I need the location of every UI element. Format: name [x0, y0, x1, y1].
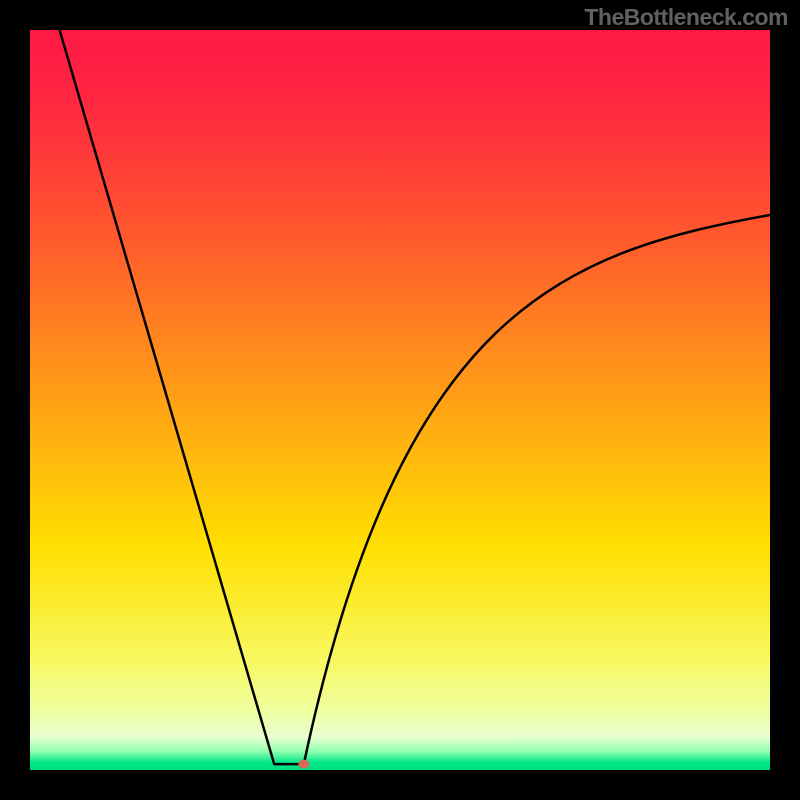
bottleneck-chart — [0, 0, 800, 800]
heat-gradient-area — [30, 30, 770, 770]
watermark-text: TheBottleneck.com — [584, 4, 788, 31]
optimal-point-marker — [298, 760, 309, 769]
chart-root: TheBottleneck.com — [0, 0, 800, 800]
